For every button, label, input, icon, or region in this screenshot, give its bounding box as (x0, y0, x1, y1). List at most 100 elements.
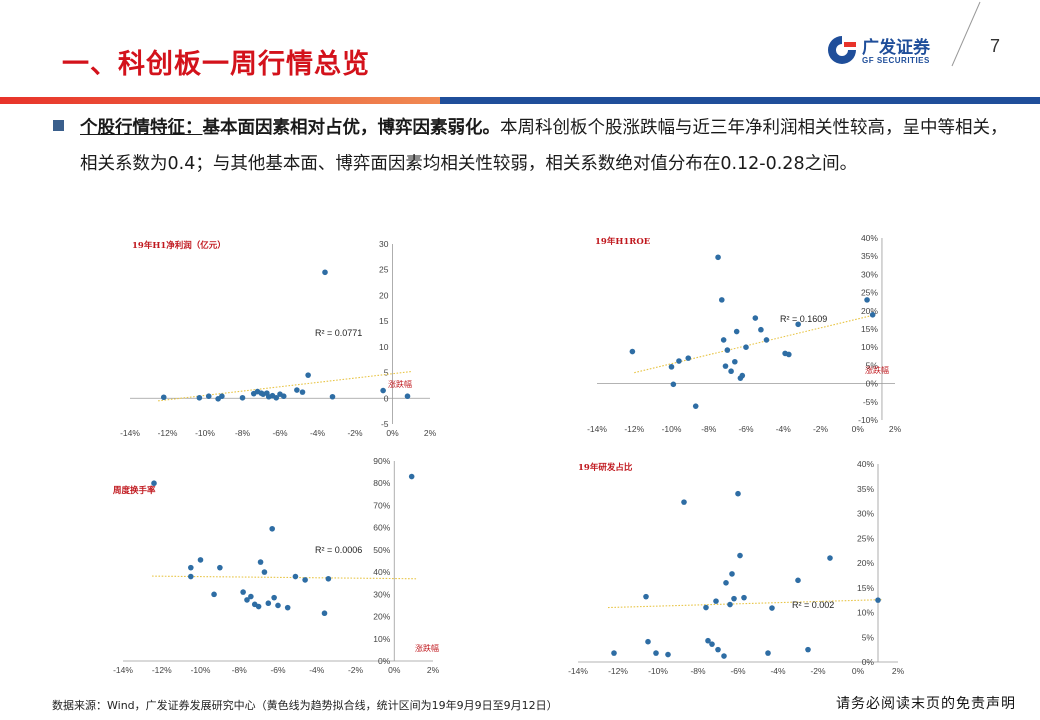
data-point (240, 395, 246, 401)
logo-text-en: GF SECURITIES (862, 56, 930, 65)
y-tick-label: 20% (861, 306, 878, 316)
data-point (715, 647, 721, 653)
chart-turnover: -14% -12% -10% -8% -6% -4% -2% 0% 2%0%10%20%30%4… (105, 453, 465, 678)
y-tick-label: -5 (381, 419, 389, 429)
r-squared-label: R² = 0.0771 (315, 328, 362, 338)
data-point (611, 650, 617, 656)
data-point (732, 359, 738, 365)
x-tick-label: -8% (690, 666, 706, 676)
x-tick-label: 2% (427, 665, 440, 675)
data-point (735, 491, 741, 497)
x-tick-label: -12% (158, 428, 178, 438)
gf-logo-icon (826, 34, 858, 66)
data-point (743, 344, 749, 350)
data-point (269, 526, 275, 532)
summary-bold: 基本面因素相对占优，博弈因素弱化。 (203, 118, 501, 138)
data-point (769, 605, 775, 611)
y-tick-label: 10 (379, 342, 389, 352)
y-tick-label: 10% (857, 608, 874, 618)
y-tick-label: 60% (373, 523, 390, 533)
data-point (330, 394, 336, 400)
y-tick-label: 0 (384, 393, 389, 403)
data-point (723, 363, 729, 369)
x-tick-label: 2% (889, 424, 902, 434)
chart-roe: -14% -12% -10% -8% -6% -4% -2% 0% 2% -10% -5% 0% 5% 1… (575, 232, 925, 442)
data-point (725, 347, 731, 353)
y-tick-label: 15 (379, 316, 389, 326)
data-point (248, 594, 254, 600)
y-tick-label: 0% (378, 656, 391, 666)
r-squared-label: R² = 0.002 (792, 600, 834, 610)
data-point (721, 337, 727, 343)
x-axis-name: 涨跌幅 (865, 365, 889, 375)
y-tick-label: 90% (373, 456, 390, 466)
chart-net-profit: -14% -12% -10% -8% -6% -4% -2% 0% 2%-50510152025… (110, 236, 460, 441)
data-point (643, 594, 649, 600)
data-point (302, 577, 308, 583)
data-point (765, 650, 771, 656)
data-point (693, 403, 699, 409)
data-point (409, 474, 415, 480)
y-tick-label: -10% (858, 415, 878, 425)
x-tick-label: -14% (113, 665, 133, 675)
data-point (681, 499, 687, 505)
data-point (676, 358, 682, 364)
r-squared-label: R² = 0.0006 (315, 545, 362, 555)
data-point (671, 382, 677, 388)
x-tick-label: -10% (195, 428, 215, 438)
x-tick-label: -10% (191, 665, 211, 675)
y-tick-label: 40% (861, 233, 878, 243)
x-tick-label: 0% (852, 666, 865, 676)
data-point (753, 315, 759, 321)
x-tick-label: -14% (587, 424, 607, 434)
chart-title: 19年H1ROE (595, 236, 651, 247)
page-title: 一、科创板一周行情总览 (62, 42, 370, 81)
data-point (266, 600, 272, 606)
y-tick-label: 25% (857, 533, 874, 543)
x-axis-name: 涨跌幅 (415, 643, 439, 653)
x-tick-label: -4% (309, 665, 325, 675)
x-tick-label: -8% (232, 665, 248, 675)
data-point (795, 578, 801, 584)
data-point (305, 372, 311, 378)
page-number: 7 (990, 36, 1000, 57)
data-point (285, 605, 291, 611)
data-point (405, 393, 411, 399)
x-tick-label: -10% (662, 424, 682, 434)
y-tick-label: 40% (373, 567, 390, 577)
x-tick-label: 0% (386, 428, 399, 438)
data-point (805, 647, 811, 653)
x-tick-label: -14% (120, 428, 140, 438)
data-point (293, 574, 299, 580)
data-point (197, 395, 203, 401)
chart-title: 19年研发占比 (578, 462, 633, 473)
x-tick-label: 2% (892, 666, 905, 676)
x-tick-label: -12% (608, 666, 628, 676)
data-point (161, 394, 167, 400)
logo-text-cn: 广发证券 (862, 33, 930, 58)
x-tick-label: -2% (348, 665, 364, 675)
disclaimer-link[interactable]: 请务必阅读末页的免责声明 (836, 693, 1016, 713)
trend-line (608, 600, 882, 608)
data-point (727, 602, 733, 608)
y-tick-label: 20 (379, 290, 389, 300)
data-point (870, 312, 876, 318)
x-tick-label: 0% (388, 665, 401, 675)
data-point (875, 597, 881, 603)
data-point (827, 555, 833, 561)
data-point (217, 565, 223, 571)
data-point (211, 592, 217, 598)
data-point (685, 355, 691, 361)
data-point (300, 389, 306, 395)
data-point (737, 553, 743, 559)
data-point (630, 349, 636, 355)
data-point (734, 329, 740, 335)
data-point (864, 297, 870, 303)
data-source-note: 数据来源：Wind，广发证券发展研究中心（黄色线为趋势拟合线，统计区间为19年9… (52, 697, 558, 713)
data-point (322, 269, 328, 275)
x-tick-label: -4% (310, 428, 326, 438)
y-tick-label: 20% (857, 558, 874, 568)
y-tick-label: 15% (861, 324, 878, 334)
data-point (703, 605, 709, 611)
data-point (729, 571, 735, 577)
